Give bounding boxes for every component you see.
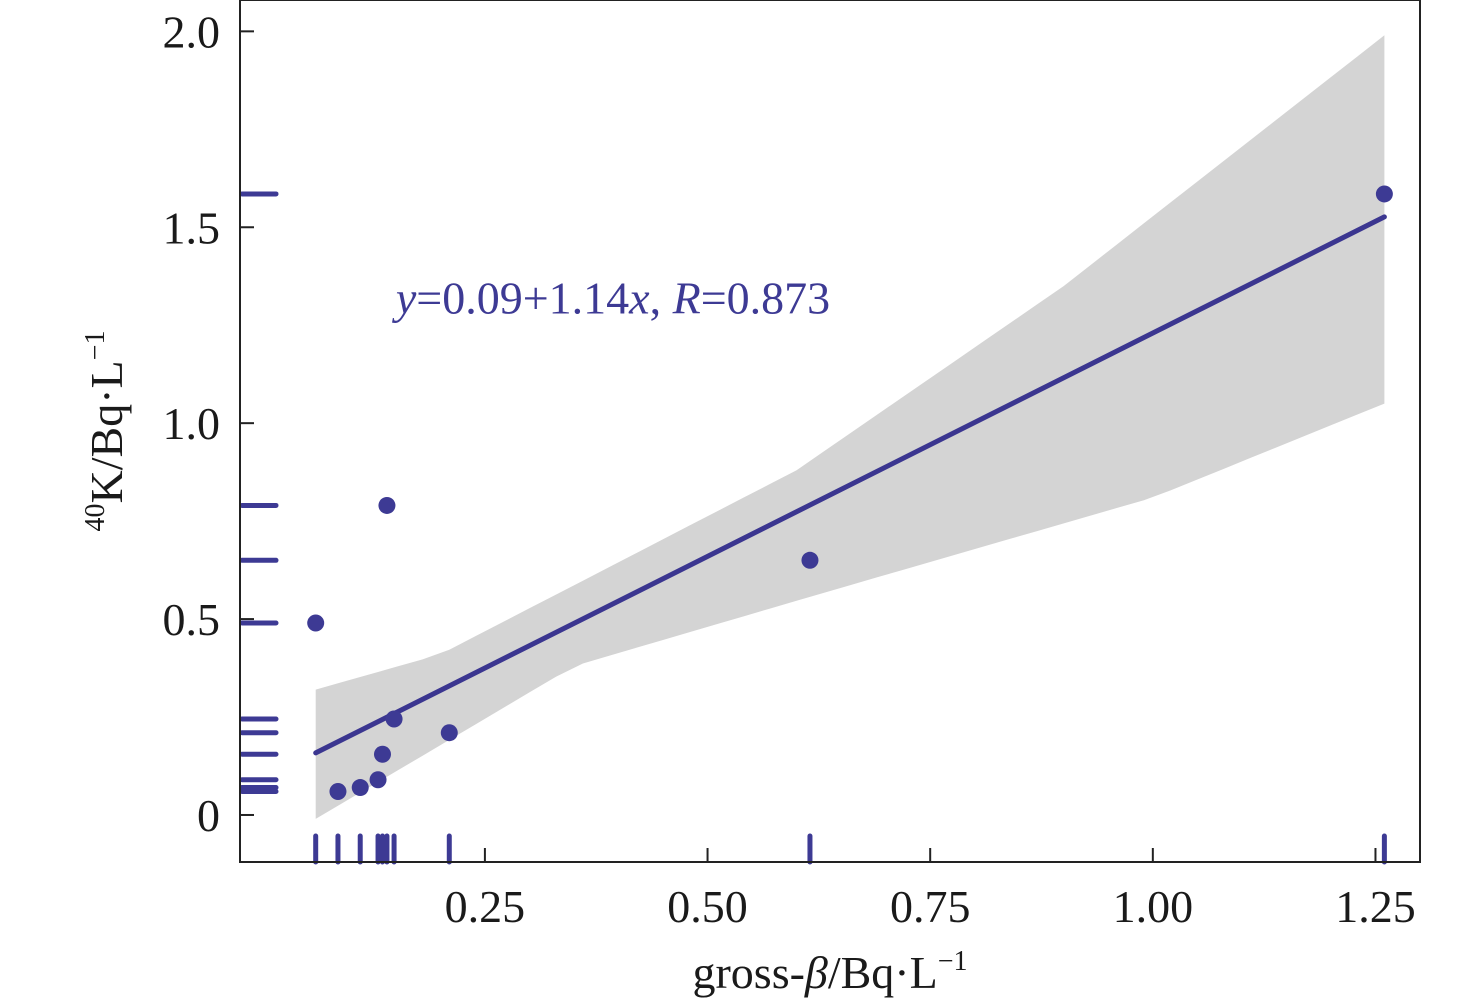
y-tick-label: 0 bbox=[197, 790, 220, 841]
y-axis-label: 40K/Bq·L−1 bbox=[80, 331, 132, 532]
regression-annotation: y=0.09+1.14x, R=0.873 bbox=[392, 272, 830, 323]
annotation-equation: =0.09+1.14 bbox=[416, 272, 629, 323]
y-tick-label: 1.0 bbox=[163, 398, 221, 449]
confidence-band bbox=[315, 35, 1385, 819]
data-point bbox=[801, 551, 819, 569]
ticks-layer: 0.25 0.50 0.75 1.00 1.25 0 0.5 1.0 1.5 2.0 bbox=[163, 6, 1416, 932]
annotation-r-var: R bbox=[672, 272, 701, 323]
regression-line-layer bbox=[313, 214, 1387, 756]
x-tick-label: 0.25 bbox=[445, 881, 526, 932]
y-tick-label: 2.0 bbox=[163, 6, 221, 57]
annotation-r-value: =0.873 bbox=[701, 272, 830, 323]
data-point bbox=[378, 496, 396, 514]
x-tick-label: 1.00 bbox=[1113, 881, 1194, 932]
x-axis-label: gross-β/Bq·L−1 bbox=[692, 946, 967, 998]
data-point bbox=[385, 710, 403, 728]
points-layer bbox=[307, 185, 1393, 800]
plot-frame bbox=[239, 0, 1421, 863]
data-point bbox=[440, 724, 458, 742]
data-point bbox=[1375, 185, 1393, 203]
data-point bbox=[373, 745, 391, 763]
data-point bbox=[351, 779, 369, 797]
annotation-separator: , bbox=[650, 272, 673, 323]
x-tick-label: 0.75 bbox=[890, 881, 971, 932]
data-point bbox=[329, 782, 347, 800]
y-tick-label: 0.5 bbox=[163, 594, 221, 645]
data-point bbox=[369, 771, 387, 789]
x-tick-label: 0.50 bbox=[667, 881, 748, 932]
annotation-y-var: y bbox=[392, 272, 417, 323]
x-tick-label: 1.25 bbox=[1335, 881, 1416, 932]
rug-layer bbox=[239, 191, 1387, 865]
y-tick-label: 1.5 bbox=[163, 202, 221, 253]
annotation-x-var: x bbox=[628, 272, 650, 323]
confidence-band-layer bbox=[315, 35, 1385, 819]
regression-line bbox=[313, 214, 1387, 756]
data-point bbox=[307, 614, 325, 632]
